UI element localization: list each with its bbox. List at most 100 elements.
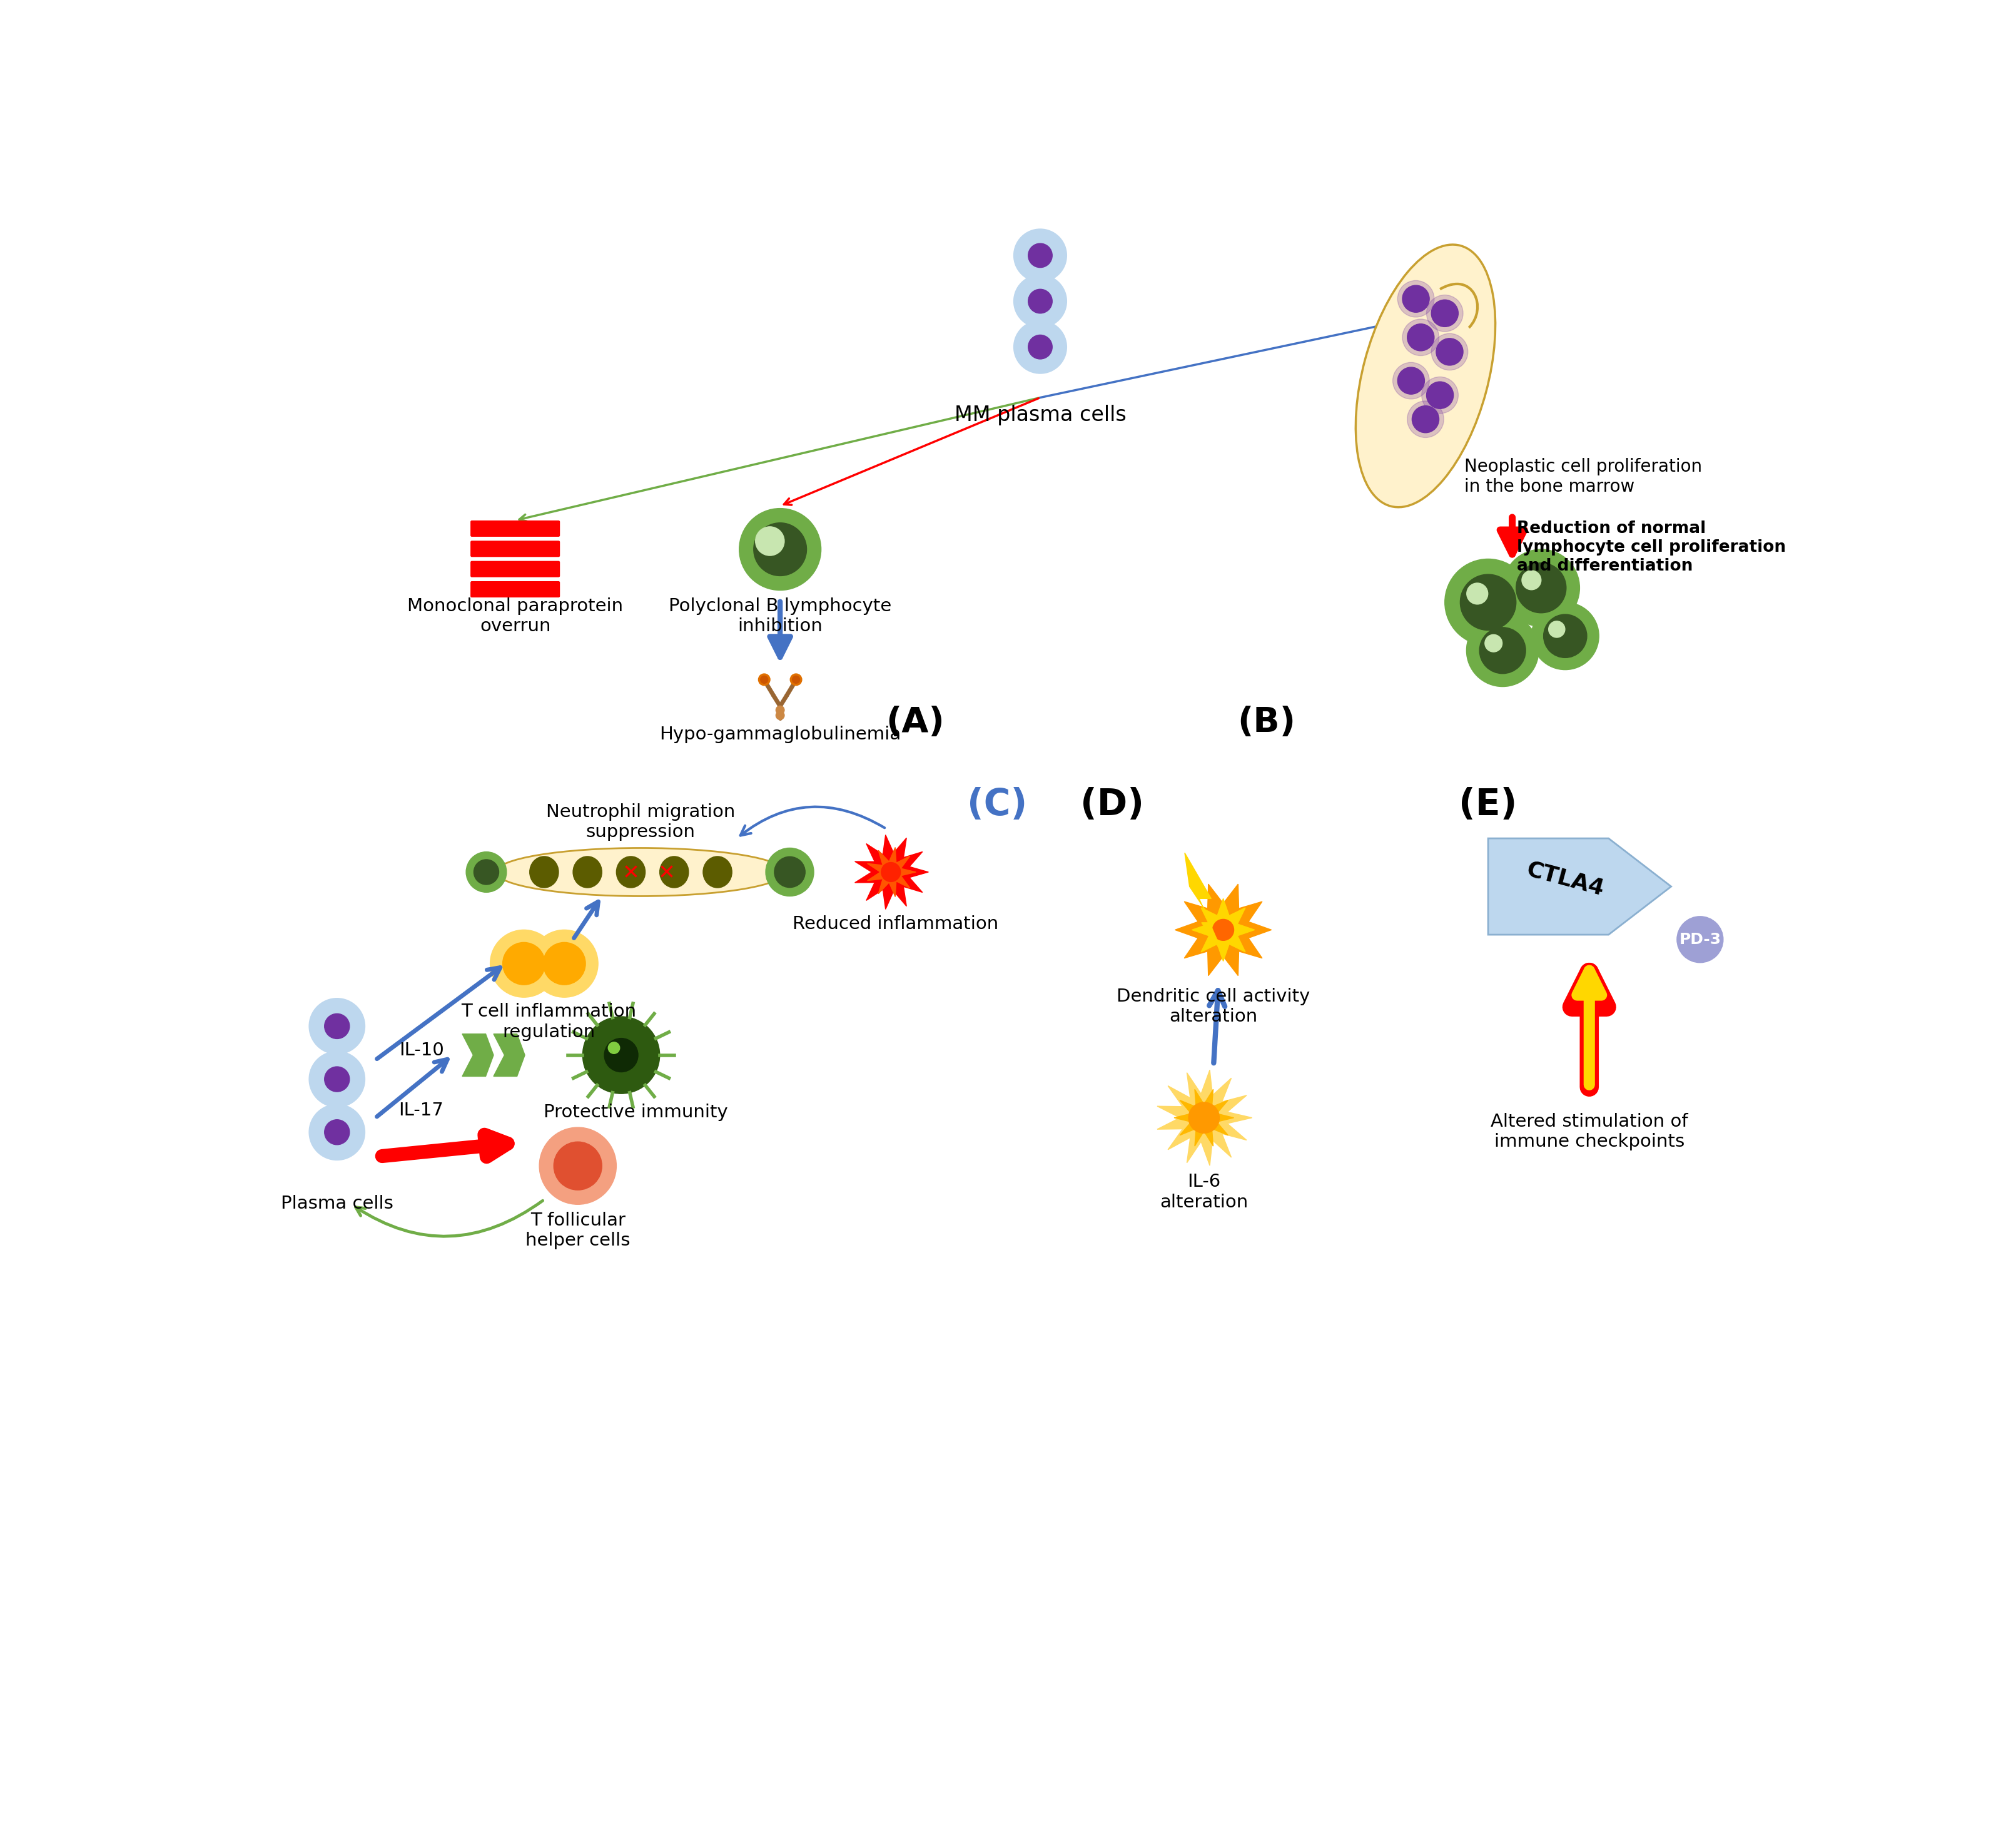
Circle shape (1543, 614, 1587, 658)
Circle shape (308, 1052, 364, 1107)
Text: Hypo-gammaglobulinemia: Hypo-gammaglobulinemia (658, 726, 900, 743)
Circle shape (324, 1120, 350, 1144)
Circle shape (1531, 602, 1599, 669)
Polygon shape (494, 1033, 524, 1076)
Ellipse shape (530, 856, 558, 887)
Ellipse shape (616, 856, 644, 887)
FancyBboxPatch shape (470, 562, 560, 577)
Circle shape (792, 676, 800, 684)
Polygon shape (866, 848, 916, 896)
Text: (C): (C) (966, 787, 1027, 822)
Circle shape (540, 1127, 616, 1205)
Ellipse shape (660, 856, 688, 887)
Circle shape (790, 675, 802, 686)
Text: Protective immunity: Protective immunity (544, 1103, 728, 1120)
Text: Plasma cells: Plasma cells (280, 1196, 394, 1212)
Circle shape (530, 930, 598, 998)
Text: Neutrophil migration
suppression: Neutrophil migration suppression (546, 804, 734, 841)
Polygon shape (1157, 1070, 1253, 1166)
Circle shape (1029, 244, 1053, 268)
Circle shape (324, 1015, 350, 1039)
Circle shape (880, 863, 900, 881)
Circle shape (754, 523, 806, 577)
Circle shape (1461, 575, 1517, 630)
Text: Reduction of normal
lymphocyte cell proliferation
and differentiation: Reduction of normal lymphocyte cell prol… (1517, 521, 1787, 575)
Circle shape (554, 1142, 602, 1190)
Circle shape (760, 676, 768, 684)
Circle shape (1517, 564, 1567, 614)
Circle shape (1029, 288, 1053, 314)
Text: Polyclonal B lymphocyte
inhibition: Polyclonal B lymphocyte inhibition (668, 597, 892, 636)
Circle shape (308, 1105, 364, 1161)
Circle shape (758, 675, 770, 686)
Polygon shape (1175, 883, 1271, 976)
Circle shape (1523, 571, 1541, 590)
Text: ✕: ✕ (622, 863, 640, 883)
Text: (B): (B) (1237, 706, 1297, 739)
Circle shape (1467, 614, 1539, 687)
Text: IL-6
alteration: IL-6 alteration (1161, 1173, 1249, 1210)
Circle shape (490, 930, 558, 998)
Circle shape (1479, 626, 1525, 675)
Circle shape (1403, 320, 1439, 355)
Polygon shape (854, 835, 928, 909)
Ellipse shape (496, 848, 784, 896)
Polygon shape (462, 1033, 494, 1076)
Circle shape (766, 848, 814, 896)
Polygon shape (1489, 839, 1671, 935)
Circle shape (324, 1066, 350, 1092)
Circle shape (466, 852, 506, 893)
Circle shape (604, 1039, 638, 1072)
Circle shape (1427, 296, 1463, 331)
Circle shape (776, 706, 784, 715)
Circle shape (308, 998, 364, 1053)
Polygon shape (1193, 898, 1255, 961)
Circle shape (1549, 621, 1565, 638)
Circle shape (502, 942, 544, 985)
Text: (E): (E) (1459, 787, 1517, 822)
Circle shape (1015, 320, 1067, 373)
Text: CTLA4: CTLA4 (1525, 859, 1607, 900)
FancyBboxPatch shape (470, 582, 560, 597)
Circle shape (1015, 229, 1067, 283)
Text: Altered stimulation of
immune checkpoints: Altered stimulation of immune checkpoint… (1491, 1112, 1689, 1151)
Ellipse shape (1357, 244, 1495, 506)
Circle shape (1015, 275, 1067, 327)
Circle shape (1393, 362, 1429, 399)
Circle shape (1421, 377, 1459, 414)
Circle shape (1397, 281, 1435, 318)
Circle shape (582, 1016, 660, 1094)
Circle shape (756, 527, 784, 556)
Text: Dendritic cell activity
alteration: Dendritic cell activity alteration (1117, 987, 1311, 1026)
Circle shape (1431, 299, 1459, 327)
Circle shape (1503, 549, 1579, 626)
Circle shape (1407, 401, 1445, 438)
Circle shape (1029, 334, 1053, 359)
Circle shape (1445, 558, 1531, 645)
Text: MM plasma cells: MM plasma cells (954, 405, 1127, 425)
Circle shape (608, 1042, 620, 1053)
Text: IL-17: IL-17 (398, 1101, 444, 1120)
Circle shape (1485, 634, 1503, 652)
Circle shape (1431, 333, 1469, 370)
Text: Monoclonal paraprotein
overrun: Monoclonal paraprotein overrun (408, 597, 622, 636)
Text: PD-3: PD-3 (1679, 931, 1721, 946)
Circle shape (474, 859, 498, 885)
Text: T follicular
helper cells: T follicular helper cells (526, 1212, 630, 1249)
Circle shape (542, 942, 586, 985)
Circle shape (1677, 917, 1723, 963)
Text: (A): (A) (886, 706, 944, 739)
Text: Reduced inflammation: Reduced inflammation (792, 915, 998, 933)
Circle shape (776, 711, 784, 719)
FancyBboxPatch shape (470, 541, 560, 556)
Ellipse shape (572, 856, 602, 887)
Text: (D): (D) (1081, 787, 1145, 822)
Ellipse shape (702, 856, 732, 887)
FancyBboxPatch shape (470, 521, 560, 536)
Circle shape (1407, 323, 1435, 351)
Circle shape (1413, 407, 1439, 432)
Circle shape (1189, 1101, 1219, 1133)
Circle shape (738, 508, 820, 590)
Circle shape (1213, 918, 1235, 941)
Circle shape (1397, 368, 1425, 394)
